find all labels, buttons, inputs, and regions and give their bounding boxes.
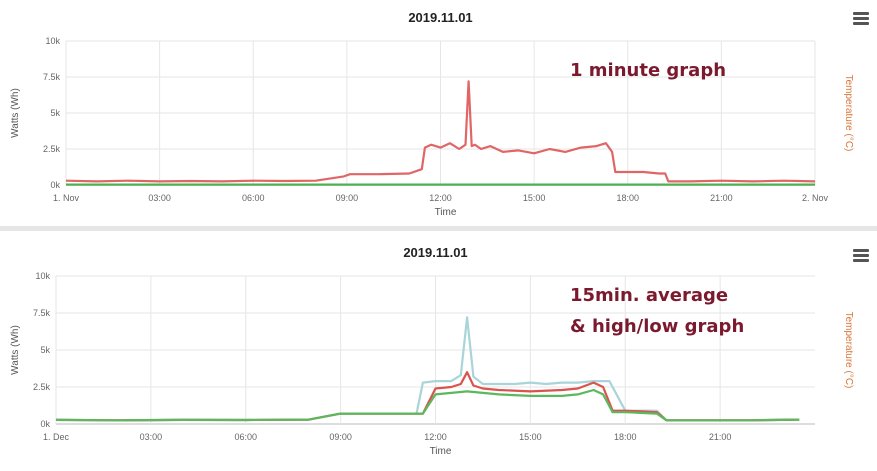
chart-15-minute: 2019.11.01 0k 2.5k 5k 7.5k 10k 1. Dec 03:00 06:0… [10, 245, 854, 457]
chart-2-y2label: Temperature (°C) [843, 312, 854, 389]
chart-1-xtick-label: 1. Nov [53, 193, 80, 203]
chart-2-xtick-label: 18:00 [614, 432, 637, 442]
chart-1-xtick-label: 15:00 [523, 193, 546, 203]
chart-2-ytick-label: 5k [40, 345, 50, 355]
chart-2-xtick-label: 03:00 [140, 432, 163, 442]
hamburger-menu-icon [853, 249, 869, 252]
chart-1-xtick-label: 03:00 [148, 193, 171, 203]
chart-1-xtick-label: 21:00 [710, 193, 733, 203]
chart-2-ytick-label: 10k [35, 271, 50, 281]
chart-2-xtick-label: 06:00 [234, 432, 257, 442]
chart-1-ytick-label: 0k [50, 180, 60, 190]
chart-2-xtick-label: 15:00 [519, 432, 542, 442]
chart-1-series-0-line [65, 80, 816, 183]
chart-2-ylabel: Watts (Wh) [10, 325, 21, 375]
chart-2-series-1-line [55, 371, 800, 422]
chart-2-ytick-label: 0k [40, 419, 50, 429]
chart-2-xlabel: Time [430, 446, 452, 457]
chart-1-ylabel: Watts (Wh) [10, 88, 21, 138]
chart-1-ytick-label: 5k [50, 108, 60, 118]
chart-panel-1-minute: 2019.11.01 0k 2.5k 5k 7.5k 10k 1. Nov 03:00 06:0… [0, 0, 877, 227]
chart-2-series-2-line [55, 388, 800, 422]
panel-separator [0, 226, 877, 232]
chart-1-xtick-label: 2. Nov [802, 193, 829, 203]
chart-2-menu-button[interactable] [851, 247, 871, 265]
chart-2-title: 2019.11.01 [403, 245, 467, 260]
chart-panel-15-minute: 2019.11.01 0k 2.5k 5k 7.5k 10k 1. Dec 03:00 06:0… [0, 231, 877, 471]
chart-1-ytick-label: 2.5k [43, 144, 61, 154]
chart-2-xtick-label: 21:00 [709, 432, 732, 442]
chart-1-annotation: 1 minute graph [570, 60, 727, 81]
chart-1-xtick-label: 06:00 [242, 193, 265, 203]
chart-2-ytick-label: 2.5k [33, 382, 51, 392]
chart-1-title: 2019.11.01 [408, 10, 472, 25]
hamburger-menu-icon [853, 12, 869, 15]
chart-1-menu-button[interactable] [851, 10, 871, 28]
chart-2-ytick-label: 7.5k [33, 308, 51, 318]
chart-1-ytick-label: 7.5k [43, 72, 61, 82]
chart-2-xtick-label: 09:00 [329, 432, 352, 442]
chart-1-xtick-label: 09:00 [336, 193, 359, 203]
chart-2-annotation-line-1: 15min. average [570, 285, 729, 306]
chart-1-y2label: Temperature (°C) [843, 75, 854, 152]
chart-1-xlabel: Time [435, 207, 457, 218]
chart-1-minute: 2019.11.01 0k 2.5k 5k 7.5k 10k 1. Nov 03:00 06:0… [10, 10, 854, 218]
chart-2-annotation-line-2: & high/low graph [570, 316, 745, 337]
chart-1-ytick-label: 10k [45, 36, 60, 46]
chart-1-xtick-label: 12:00 [429, 193, 452, 203]
chart-2-xtick-label: 12:00 [424, 432, 447, 442]
chart-2-xtick-label: 1. Dec [43, 432, 70, 442]
chart-1-xtick-label: 18:00 [616, 193, 639, 203]
